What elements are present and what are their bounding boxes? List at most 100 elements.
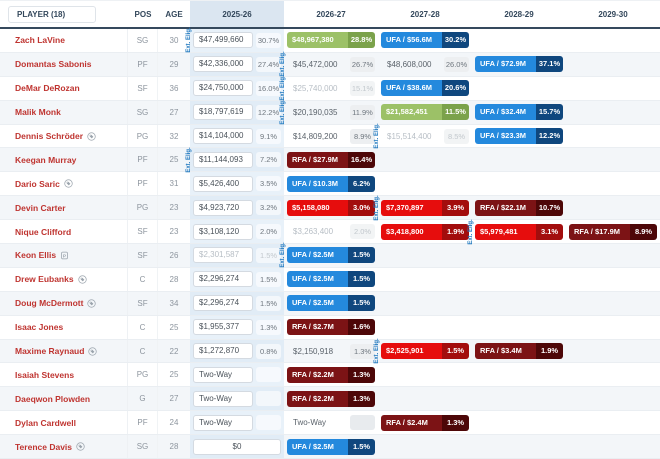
salary-cell <box>472 148 566 171</box>
player-link[interactable]: Dennis Schröder <box>15 131 84 141</box>
salary-pill-green: $48,967,380 28.8% <box>287 32 375 49</box>
salary-cell <box>566 340 660 363</box>
salary-cell <box>472 435 566 458</box>
player-age: 26 <box>169 250 179 260</box>
salary-cell <box>472 268 566 291</box>
player-link[interactable]: Keon Ellis <box>15 250 57 261</box>
salary-cell: Ext. Elig. $11,144,093 7.2% <box>186 147 284 173</box>
player-link[interactable]: Isaiah Stevens <box>15 369 75 380</box>
table-row: Terence Davis SG 28 $0 UFA / $2.5M 1.5% <box>0 435 660 459</box>
salary-cell <box>378 292 472 315</box>
salary-cell <box>472 244 566 267</box>
pill-value: UFA / $2.5M <box>287 247 348 264</box>
player-position: C <box>128 339 158 363</box>
salary-cell: UFA / $32.4M 15.7% <box>472 101 566 124</box>
pill-pct: 15.7% <box>536 104 563 121</box>
salary-cell: Two-Way <box>284 411 378 434</box>
player-link[interactable]: Devin Carter <box>15 202 66 213</box>
player-link[interactable]: DeMar DeRozan <box>15 83 80 94</box>
player-age: 23 <box>169 203 179 213</box>
column-header-pos: POS <box>134 9 152 19</box>
salary-value: $48,608,000 <box>387 59 432 69</box>
salary-cell: $14,809,200 8.9% <box>284 125 378 148</box>
cap-pct-chip: 2.0% <box>350 224 375 240</box>
cap-pct-chip <box>350 415 375 431</box>
salary-cell <box>378 172 472 195</box>
pill-value: RFA / $2.2M <box>287 366 348 383</box>
year-label: 2027-28 <box>410 9 440 19</box>
salary-pill-red: $5,158,080 3.0% <box>287 199 375 216</box>
player-position: PF <box>128 172 158 196</box>
salary-cell: $18,797,619 12.2% <box>190 100 284 124</box>
salary-cell: UFA / $72.9M 37.1% <box>472 53 566 76</box>
salary-cell: Ext. Elig. UFA / $2.5M 1.5% <box>280 243 378 268</box>
table-row: Nique Clifford SF 23 $3,108,120 2.0% $3,263,4… <box>0 219 660 244</box>
player-position: C <box>128 267 158 291</box>
player-column-sort[interactable]: PLAYER (18) <box>8 5 96 23</box>
salary-value: $3,263,400 <box>293 227 334 237</box>
player-link[interactable]: Maxime Raynaud <box>15 346 85 357</box>
player-link[interactable]: Nique Clifford <box>15 226 72 237</box>
player-link[interactable]: Domantas Sabonis <box>15 59 92 70</box>
pill-pct: 6.2% <box>348 175 375 192</box>
pill-value: UFA / $2.5M <box>287 295 348 312</box>
player-cell: Keon Ellis P <box>0 244 128 267</box>
player-link[interactable]: Drew Eubanks <box>15 274 74 285</box>
pill-pct: 1.3% <box>442 414 469 431</box>
pill-value: UFA / $72.9M <box>475 56 536 73</box>
salary-cell <box>566 363 660 386</box>
player-cell: Dennis Schröder <box>0 124 128 148</box>
column-header-2027-28: 2027-28 <box>378 1 472 27</box>
player-link[interactable]: Doug McDermott <box>15 298 84 309</box>
table-row: Malik Monk SG 27 $18,797,619 12.2% Ext. Elig.… <box>0 99 660 125</box>
salary-pill-maroon: RFA / $2.7M 1.6% <box>287 319 375 336</box>
salary-cell <box>566 125 660 148</box>
player-position: PG <box>128 124 158 148</box>
salary-cell <box>378 435 472 458</box>
salary-pill-blue: UFA / $2.5M 1.5% <box>287 271 375 288</box>
tag-icon <box>77 275 87 284</box>
salary-cell: $48,608,000 26.0% <box>378 53 472 76</box>
salary-cell: RFA / $2.4M 1.3% <box>378 411 472 434</box>
player-age: 25 <box>169 322 179 332</box>
player-cell: Devin Carter <box>0 196 128 220</box>
salary-cell: Two-Way <box>190 387 284 411</box>
player-link[interactable]: Zach LaVine <box>15 35 65 46</box>
salary-cell: UFA / $10.3M 6.2% <box>284 172 378 195</box>
year-label: 2026-27 <box>316 9 346 19</box>
pill-pct: 1.5% <box>348 295 375 312</box>
player-link[interactable]: Malik Monk <box>15 107 61 118</box>
salary-cell <box>566 172 660 195</box>
player-link[interactable]: Isaac Jones <box>15 322 64 333</box>
player-cell: Dylan Cardwell <box>0 411 128 435</box>
salary-cell <box>566 316 660 339</box>
pill-pct: 30.2% <box>442 32 469 49</box>
table-row: Devin Carter PG 23 $4,923,720 3.2% $5,158,080… <box>0 195 660 220</box>
year-label: 2028-29 <box>504 9 534 19</box>
salary-cell: $42,336,000 27.4% <box>190 52 284 76</box>
pill-value: RFA / $17.9M <box>569 223 630 240</box>
pill-pct: 10.7% <box>536 199 563 216</box>
salary-cell: $24,750,000 16.0% <box>190 76 284 100</box>
cap-pct-chip: 26.7% <box>350 56 375 72</box>
salary-cell <box>566 244 660 267</box>
salary-pill-red: $7,370,897 3.9% <box>381 199 469 216</box>
player-link[interactable]: Keegan Murray <box>15 154 77 165</box>
player-link[interactable]: Dylan Cardwell <box>15 417 76 428</box>
player-link[interactable]: Terence Davis <box>15 441 73 452</box>
table-row: Dennis Schröder PG 32 $14,104,000 9.1% $14,80… <box>0 123 660 149</box>
salary-cell <box>566 268 660 291</box>
player-position: PG <box>128 196 158 220</box>
salary-cell <box>472 411 566 434</box>
salary-value: $25,740,000 <box>293 83 338 93</box>
table-row: Isaiah Stevens PG 25 Two-Way RFA / $2.2M 1.3% <box>0 363 660 388</box>
player-cell: Terence Davis <box>0 435 128 459</box>
salary-cell: $2,301,587 1.5% <box>190 244 284 267</box>
salary-cell: $21,582,451 11.5% <box>378 101 472 124</box>
player-link[interactable]: Dario Saric <box>15 178 60 189</box>
cap-pct-chip: 1.5% <box>256 295 281 311</box>
cap-pct-chip: 1.5% <box>256 247 281 263</box>
salary-cell: Two-Way <box>190 411 284 435</box>
player-link[interactable]: Daeqwon Plowden <box>15 393 91 404</box>
cap-pct-chip: 15.1% <box>350 80 375 96</box>
